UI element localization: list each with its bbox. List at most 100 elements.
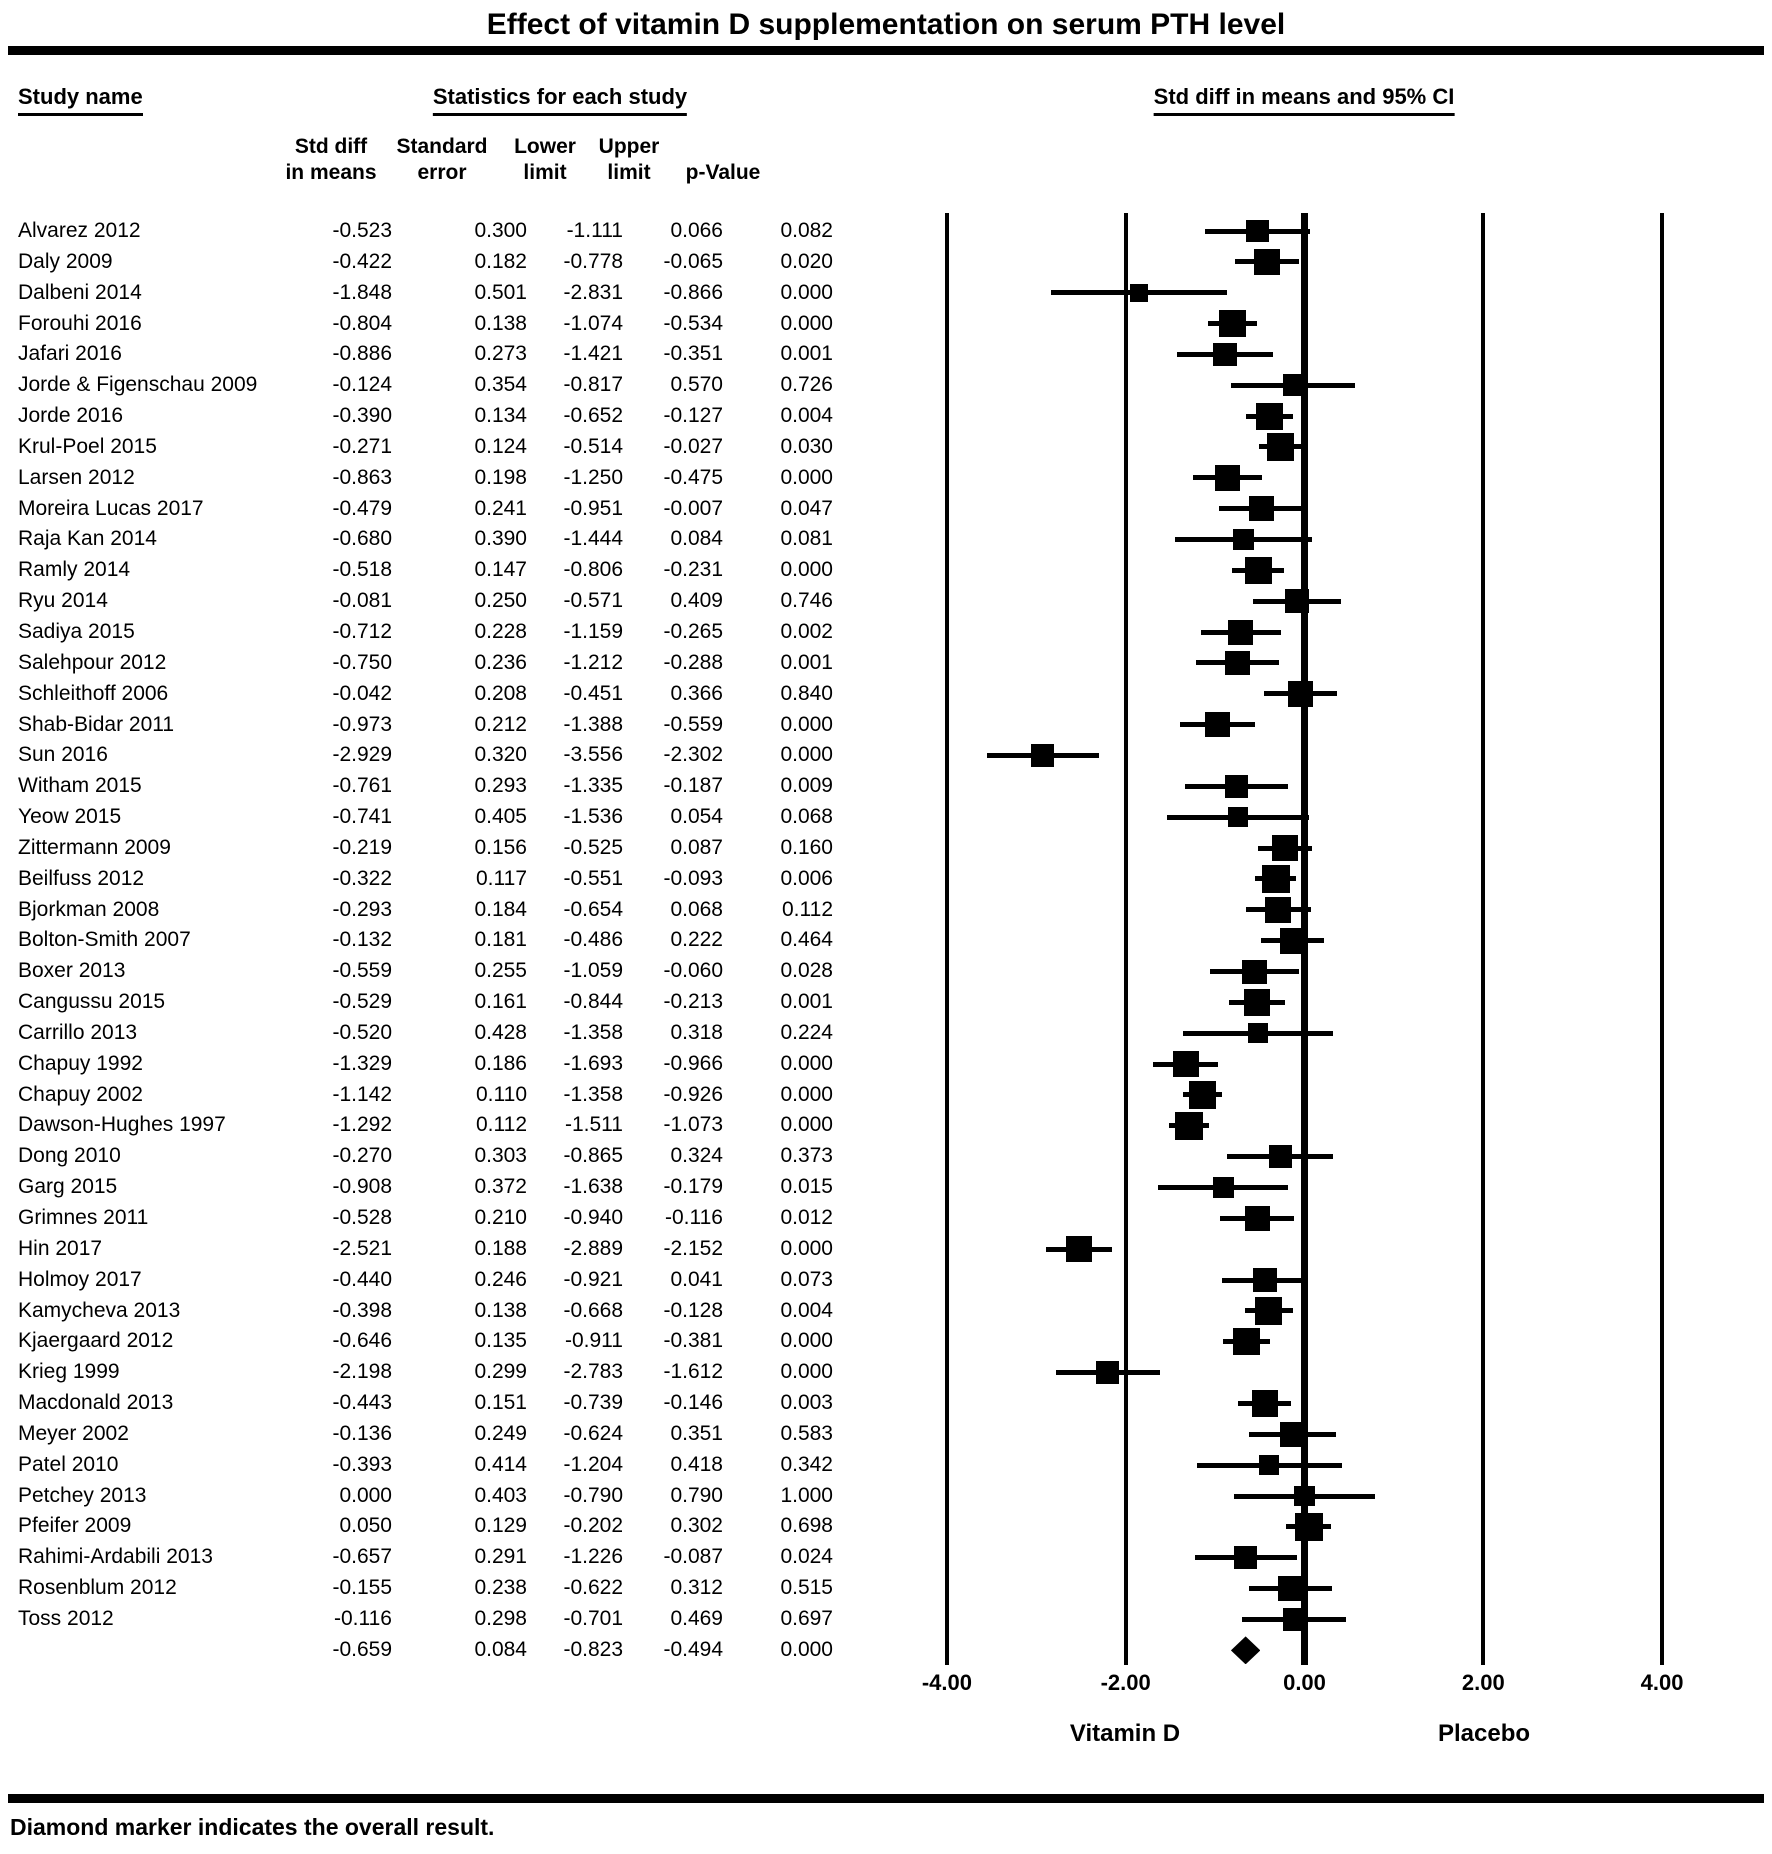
stat-value: 0.004 [780, 404, 833, 428]
table-row: Chapuy 2002 -1.142 0.110 -1.358 -0.926 0.000 [0, 1080, 833, 1111]
stat-value: -0.528 [332, 1206, 392, 1229]
stat-value: 0.236 [474, 650, 527, 674]
study-name: Zittermann 2009 [18, 835, 171, 859]
stat-value: 0.299 [474, 1360, 527, 1384]
axis-tick-label: -4.00 [921, 1670, 972, 1695]
table-row: Moreira Lucas 2017 -0.479 0.241 -0.951 -0.00… [0, 494, 833, 525]
stat-value: 0.073 [780, 1267, 833, 1291]
stat-value: 0.464 [780, 928, 833, 952]
study-square-marker [1249, 496, 1274, 521]
study-square-marker [1096, 1361, 1120, 1385]
study-name: Kjaergaard 2012 [18, 1329, 174, 1353]
stat-value: 0.020 [780, 249, 833, 273]
stat-value [0, 401, 18, 432]
study-name: Forouhi 2016 [18, 311, 142, 335]
study-square-marker [1248, 1023, 1268, 1044]
stat-value: -0.288 [663, 650, 723, 674]
axis-tick-label: -2.00 [1100, 1670, 1151, 1695]
stat-value: -0.739 [563, 1391, 623, 1415]
stat-value: 0.054 [670, 805, 723, 829]
stat-value: 0.515 [780, 1576, 833, 1600]
study-name: Bjorkman 2008 [18, 897, 160, 921]
table-row: Macdonald 2013 -0.443 0.151 -0.739 -0.146 0.0… [0, 1388, 833, 1419]
stat-value: 0.186 [474, 1051, 527, 1075]
stat-value: -0.494 [663, 1637, 723, 1661]
stat-value [0, 1296, 18, 1327]
stat-value: -0.761 [332, 774, 392, 798]
study-square-marker [1266, 433, 1294, 461]
stat-value: 0.050 [339, 1514, 392, 1538]
stat-value: -0.529 [332, 990, 392, 1014]
stat-value: -1.329 [332, 1051, 392, 1075]
table-row: Shab-Bidar 2011 -0.973 0.212 -1.388 -0.559 0.… [0, 710, 833, 741]
study-name: Grimnes 2011 [18, 1206, 149, 1229]
stat-value [0, 309, 18, 340]
study-square-marker [1268, 1145, 1292, 1169]
bottom-rule [8, 1794, 1764, 1803]
study-name: Rosenblum 2012 [18, 1576, 177, 1600]
study-square-marker [1271, 834, 1299, 862]
table-rows: Alvarez 2012 -0.523 0.300 -1.111 0.066 0.082 D… [0, 216, 833, 1666]
study-name: Jafari 2016 [18, 342, 122, 366]
stat-value: 0.000 [780, 1637, 833, 1661]
stat-subheader: Std diff in means [285, 135, 377, 184]
axis-label-placebo: Placebo [1437, 1720, 1531, 1747]
study-square-marker [1278, 1576, 1303, 1601]
stat-value: 0.028 [780, 959, 833, 983]
stat-value: 0.000 [780, 465, 833, 489]
study-square-marker [1228, 619, 1254, 645]
stat-value: -0.806 [563, 558, 623, 582]
stat-value: 0.112 [476, 1113, 527, 1137]
stat-value: -1.212 [563, 650, 623, 674]
table-row: Petchey 2013 0.000 0.403 -0.790 0.790 1.000 [0, 1481, 833, 1512]
stat-value: -0.128 [663, 1298, 723, 1322]
study-square-marker [1234, 1546, 1258, 1570]
stat-value: -2.929 [332, 743, 392, 767]
stat-value: -0.652 [563, 404, 623, 428]
stat-subheader: p-Value [685, 161, 761, 184]
stat-value: 0.000 [780, 1360, 833, 1384]
study-name: Ramly 2014 [18, 558, 131, 582]
stat-value: -1.074 [563, 311, 623, 335]
stat-value [0, 710, 18, 741]
stat-value: 0.138 [474, 1298, 527, 1322]
stat-value: 0.293 [474, 774, 527, 798]
stat-value [0, 617, 18, 648]
stat-value: -0.393 [332, 1452, 392, 1476]
stat-value: -0.060 [663, 959, 723, 983]
stat-value: 0.181 [474, 928, 527, 952]
stat-value: 0.298 [474, 1606, 527, 1630]
table-row: Jafari 2016 -0.886 0.273 -1.421 -0.351 0.001 [0, 339, 833, 370]
top-rule [8, 46, 1764, 55]
stat-value [0, 1080, 18, 1111]
table-row: Dalbeni 2014 -1.848 0.501 -2.831 -0.866 0.000 [0, 278, 833, 309]
stat-value: -0.750 [332, 650, 392, 674]
study-square-marker [1282, 1608, 1306, 1632]
stat-value: 0.583 [780, 1421, 833, 1445]
axis-gridline [1481, 213, 1486, 1665]
axis-label-vitamin-d: Vitamin D [1069, 1720, 1181, 1747]
stat-value: 0.068 [670, 897, 723, 921]
stat-value [0, 925, 18, 956]
stat-value: 0.015 [780, 1175, 833, 1199]
stat-value: -0.127 [663, 404, 723, 428]
stat-value: -0.381 [663, 1329, 723, 1353]
study-name: Chapuy 1992 [18, 1051, 143, 1075]
stat-value: -0.398 [332, 1298, 392, 1322]
stat-value [0, 555, 18, 586]
stat-value [0, 1450, 18, 1481]
overall-diamond-marker [1230, 1636, 1261, 1665]
stat-value: -0.179 [663, 1175, 723, 1199]
table-row: Yeow 2015 -0.741 0.405 -1.536 0.054 0.068 [0, 802, 833, 833]
stat-value: -0.027 [663, 434, 723, 458]
study-square-marker [1175, 1111, 1203, 1140]
stat-value: 0.084 [474, 1637, 527, 1661]
table-row: Larsen 2012 -0.863 0.198 -1.250 -0.475 0.000 [0, 463, 833, 494]
stat-value: -0.790 [563, 1483, 623, 1507]
stat-value [0, 524, 18, 555]
table-row: Jorde & Figenschau 2009 -0.124 0.354 -0.817… [0, 370, 833, 401]
stat-subheader: Upper limit [598, 135, 660, 184]
stat-value: -0.475 [663, 465, 723, 489]
study-name: Schleithoff 2006 [18, 681, 169, 705]
study-square-marker [1255, 1297, 1283, 1325]
